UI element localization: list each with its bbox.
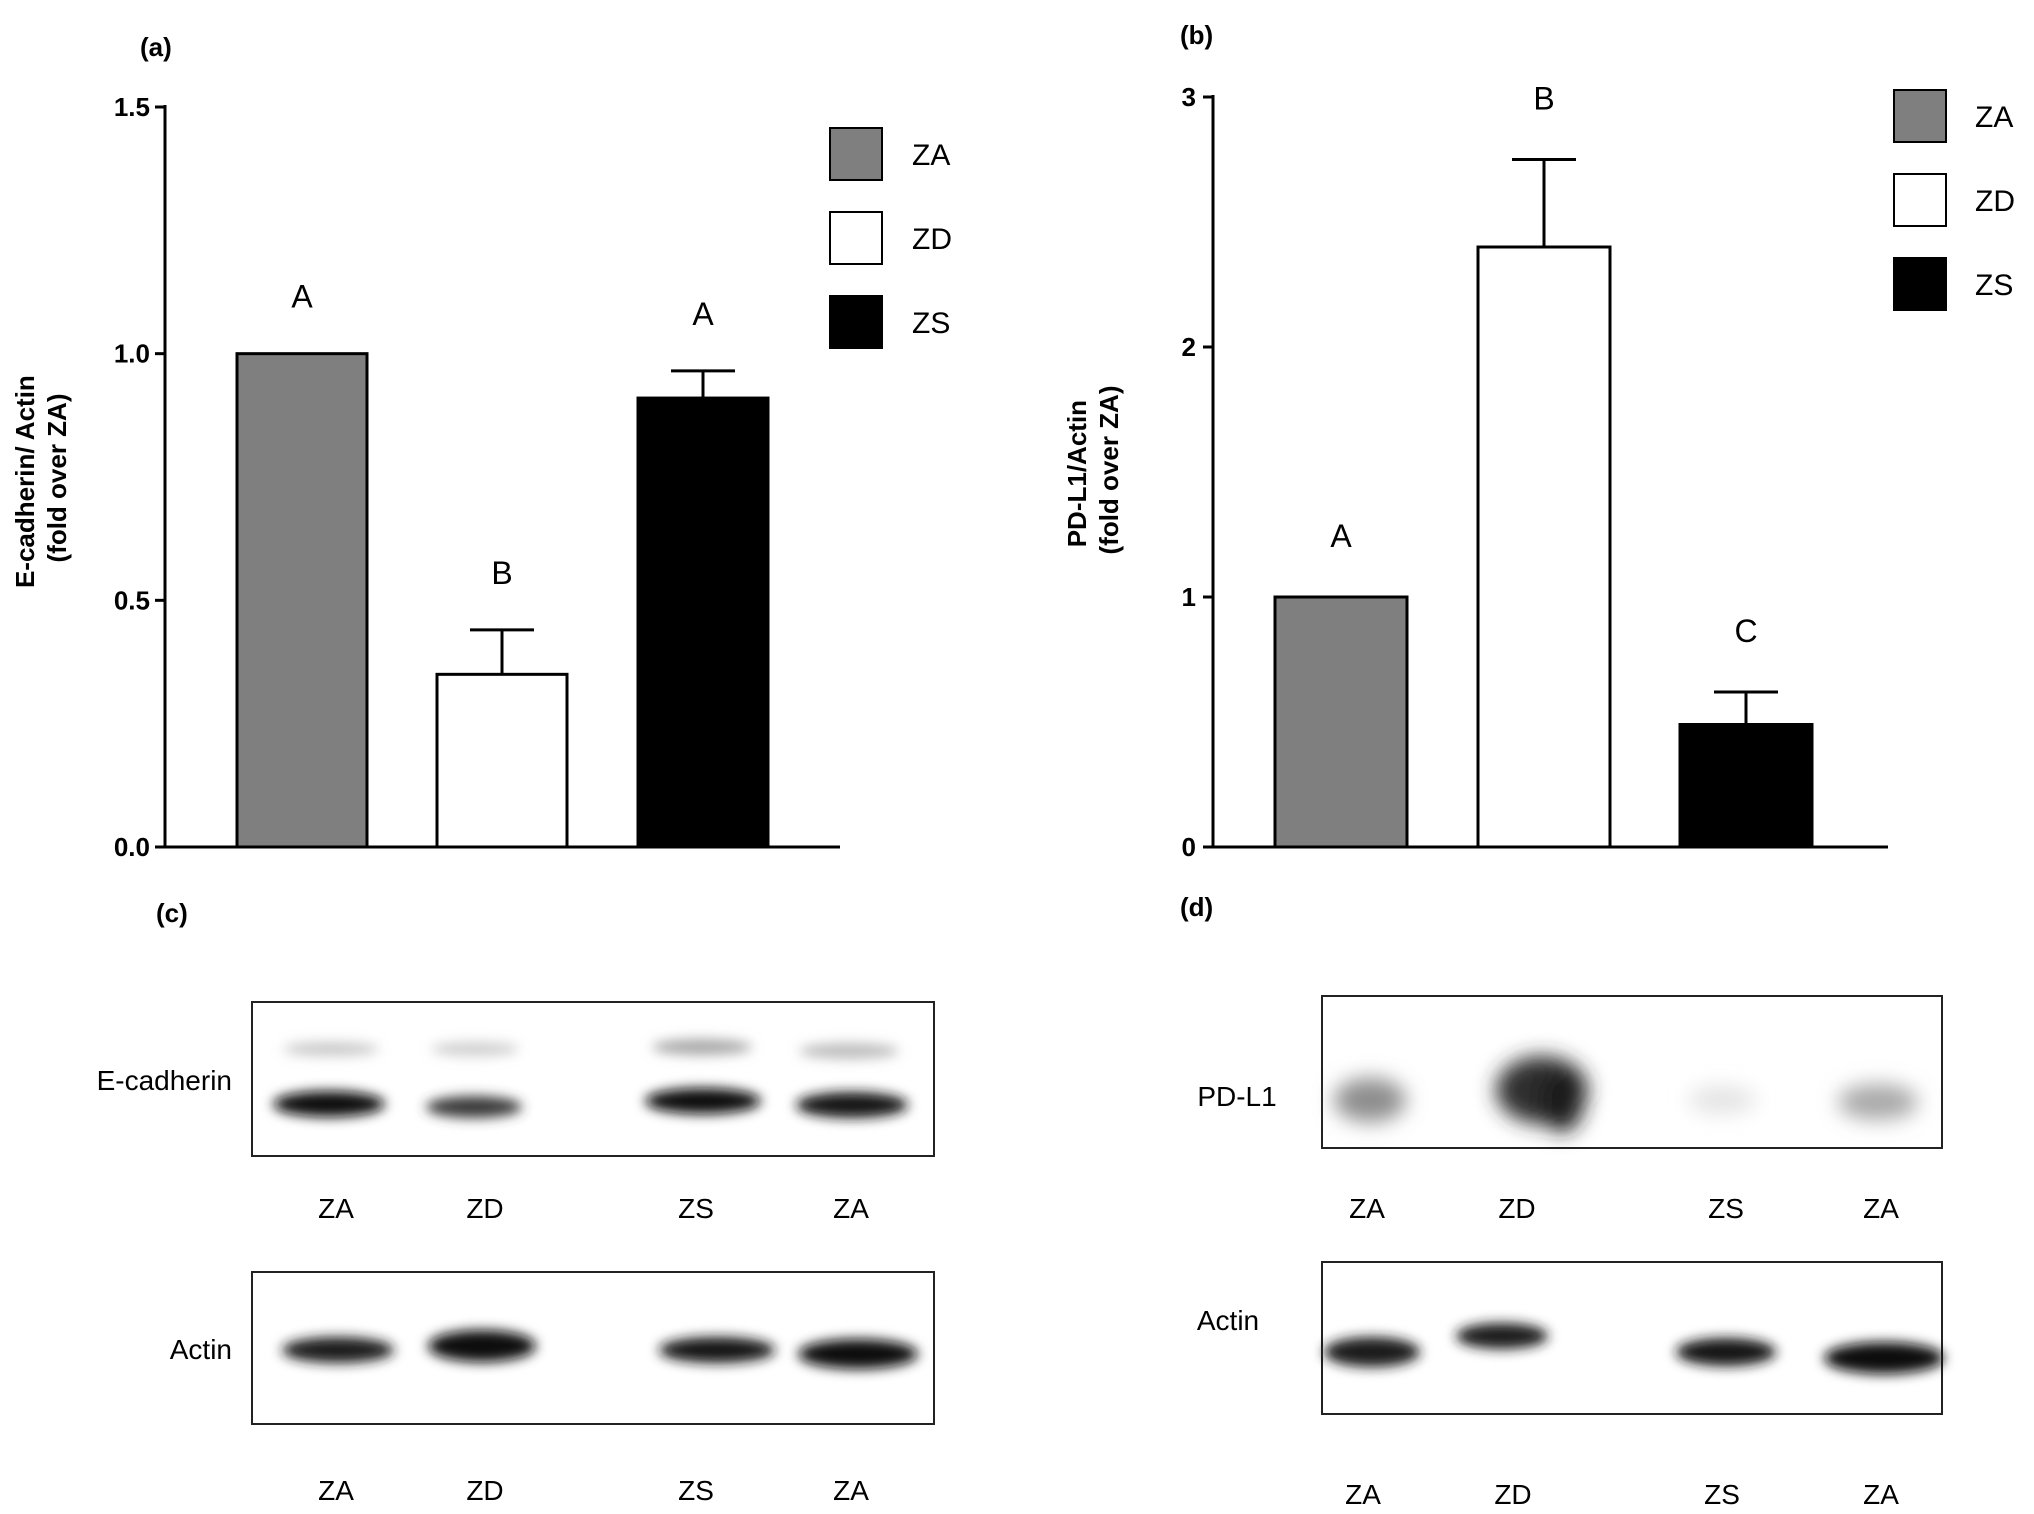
panel-label-b: (b) <box>1180 20 1213 50</box>
blot-gap <box>1610 997 1646 1147</box>
blot-bands <box>273 1039 908 1118</box>
y-axis-label-b: PD-L1/Actin (fold over ZA) <box>1062 386 1124 555</box>
significance-letter: A <box>1330 518 1352 554</box>
lane-label: ZS <box>678 1193 714 1224</box>
lane-label: ZS <box>678 1475 714 1506</box>
lane-label: ZS <box>1708 1193 1744 1224</box>
legend-label: ZS <box>1975 269 2013 302</box>
legend-swatch <box>1893 173 1947 227</box>
legend-label: ZS <box>912 307 950 340</box>
blot-band-faint <box>431 1042 519 1056</box>
blot-gap <box>556 1003 622 1155</box>
y-tick-label: 1.0 <box>114 339 150 369</box>
legend-swatch <box>829 127 883 181</box>
lane-label: ZS <box>1704 1479 1740 1510</box>
blot-band <box>1838 1084 1918 1120</box>
blot-band <box>1334 1078 1406 1122</box>
y-tick-label: 1 <box>1182 582 1196 612</box>
bar-zd <box>435 672 569 849</box>
y-axis-label-b-line1: PD-L1/Actin <box>1062 400 1092 547</box>
y-tick-label: 0 <box>1182 832 1196 862</box>
lane-label: ZD <box>1494 1479 1531 1510</box>
legend-label: ZD <box>1975 185 2015 218</box>
significance-letter: B <box>1533 81 1554 117</box>
lane-label: ZA <box>1349 1193 1385 1224</box>
chart-a-ecadherin: E-cadherin/ Actin (fold over ZA) 0.0 0.5 1… <box>10 92 952 862</box>
blot-band <box>796 1092 908 1118</box>
blot-band <box>1540 1068 1584 1132</box>
blot-band <box>426 1096 522 1118</box>
bar-za <box>1273 595 1409 849</box>
y-tick-label: 0.0 <box>114 832 150 862</box>
lane-label: ZA <box>1863 1193 1899 1224</box>
y-tick-label: 1.5 <box>114 92 150 122</box>
panel-label-d: (d) <box>1180 892 1213 922</box>
blot-band-faint <box>799 1043 899 1059</box>
lane-label: ZA <box>318 1475 354 1506</box>
bar-zs <box>1678 723 1814 849</box>
panel-label-c: (c) <box>156 898 188 928</box>
significance-letter: B <box>491 555 512 591</box>
legend-swatch <box>1893 257 1947 311</box>
blot-band <box>428 1330 536 1362</box>
legend-swatch <box>829 211 883 265</box>
blot-band <box>273 1091 385 1117</box>
blot-band <box>1456 1323 1548 1349</box>
panel-label-a: (a) <box>140 32 172 62</box>
blot-band <box>645 1088 761 1114</box>
blot-band <box>798 1339 918 1369</box>
bar-zs <box>636 396 770 849</box>
legend-swatch <box>829 295 883 349</box>
blot-row-label: Actin <box>170 1334 232 1365</box>
significance-letter: A <box>291 279 313 315</box>
y-tick-label: 2 <box>1182 332 1196 362</box>
western-blot-c: E-cadherin ZA ZD ZS ZA Actin ZA ZD ZS Z <box>97 1001 935 1506</box>
y-tick-label: 0.5 <box>114 585 150 615</box>
blot-row-label: Actin <box>1197 1305 1259 1336</box>
lane-label: ZA <box>833 1193 869 1224</box>
chart-b-pdl1: PD-L1/Actin (fold over ZA) 0 1 2 3 A B C ZA ZD ZS <box>1062 81 2015 863</box>
lane-label: ZD <box>466 1475 503 1506</box>
lane-label: ZD <box>1498 1193 1535 1224</box>
legend-swatch <box>1893 89 1947 143</box>
blot-bands <box>282 1330 918 1369</box>
blot-band-faint <box>1688 1086 1756 1114</box>
blot-bands <box>1324 1323 1944 1374</box>
legend-label: ZA <box>912 139 950 172</box>
y-axis-label-a: E-cadherin/ Actin (fold over ZA) <box>10 368 72 588</box>
blot-gap <box>560 1273 648 1423</box>
y-axis-label-a-line2: (fold over ZA) <box>42 394 72 563</box>
y-axis-label-b-line2: (fold over ZA) <box>1094 386 1124 555</box>
legend-label: ZA <box>1975 101 2013 134</box>
lane-label: ZA <box>1863 1479 1899 1510</box>
blot-band <box>1824 1342 1944 1374</box>
y-axis-label-a-line1: E-cadherin/ Actin <box>10 375 40 588</box>
y-tick-label: 3 <box>1182 82 1196 112</box>
blot-bands <box>1334 1056 1918 1132</box>
lane-label: ZD <box>466 1193 503 1224</box>
blot-band <box>1676 1338 1776 1366</box>
blot-band-faint <box>283 1042 379 1056</box>
bar-za <box>235 352 369 849</box>
significance-letter: C <box>1734 613 1757 649</box>
blot-gap <box>1558 1263 1646 1413</box>
lane-label: ZA <box>318 1193 354 1224</box>
blot-band <box>1324 1337 1420 1367</box>
significance-letter: A <box>692 296 714 332</box>
blot-band <box>282 1337 394 1363</box>
legend-label: ZD <box>912 223 952 256</box>
blot-band <box>659 1337 775 1363</box>
blot-band-faint <box>652 1039 752 1055</box>
bar-zd <box>1476 245 1612 849</box>
blot-row-label: PD-L1 <box>1197 1081 1276 1112</box>
western-blot-d: PD-L1 ZA ZD ZS ZA Actin ZA ZD ZS ZA <box>1197 995 1944 1510</box>
lane-label: ZA <box>833 1475 869 1506</box>
blot-row-label: E-cadherin <box>97 1065 232 1096</box>
lane-label: ZA <box>1345 1479 1381 1510</box>
